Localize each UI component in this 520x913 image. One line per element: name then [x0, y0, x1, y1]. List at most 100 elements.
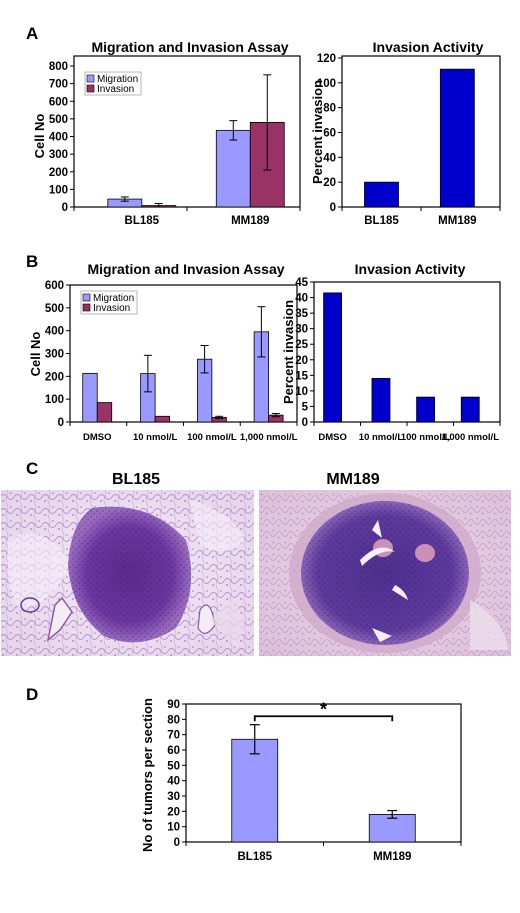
panel-letter-a: A — [26, 24, 38, 43]
y-tick-label: 70 — [167, 730, 180, 742]
y-tick-label: 40 — [167, 776, 180, 788]
y-tick-label: 60 — [323, 128, 336, 140]
y-tick-label: 800 — [49, 61, 68, 73]
x-tick-label: DMSO — [83, 432, 112, 443]
y-tick-label: 200 — [45, 371, 64, 383]
legend-swatch — [82, 303, 91, 312]
y-tick-label: 300 — [49, 149, 68, 161]
x-tick-label: 10 nmol/L — [359, 432, 404, 443]
y-tick-label: 500 — [45, 303, 64, 315]
y-tick-label: 0 — [174, 837, 180, 849]
bar — [460, 396, 480, 423]
y-tick-label: 200 — [49, 167, 68, 179]
bar — [364, 181, 399, 208]
legend-label: Migration — [97, 74, 138, 85]
x-tick-label: 10 nmol/L — [133, 432, 178, 443]
x-tick-label: BL185 — [237, 851, 272, 863]
panel-letter-c: C — [26, 459, 38, 478]
y-tick-label: 120 — [317, 53, 336, 65]
y-tick-label: 45 — [295, 277, 308, 289]
y-tick-label: 90 — [167, 699, 180, 711]
bar — [368, 814, 416, 843]
legend-box — [80, 290, 138, 315]
y-tick-label: 100 — [317, 78, 336, 90]
x-tick-label: BL185 — [125, 215, 160, 227]
x-tick-label: MM189 — [438, 215, 476, 227]
histology-image-bl185 — [1, 490, 254, 656]
significance-marker: * — [320, 699, 327, 719]
legend-label: Invasion — [93, 303, 130, 314]
chart-title: Invasion Activity — [373, 39, 484, 55]
legend-swatch — [82, 293, 91, 302]
x-tick-label: DMSO — [318, 432, 347, 443]
y-axis-label: Cell No — [28, 332, 43, 377]
y-tick-label: 20 — [323, 177, 336, 189]
x-tick-label: 1,000 nmol/L — [240, 432, 298, 443]
bar — [371, 378, 391, 423]
y-tick-label: 80 — [323, 103, 336, 115]
y-tick-label: 0 — [330, 202, 336, 214]
y-tick-label: 25 — [295, 339, 308, 351]
bar — [416, 396, 436, 423]
y-tick-label: 0 — [58, 417, 64, 429]
y-tick-label: 60 — [167, 745, 180, 757]
y-tick-label: 400 — [49, 132, 68, 144]
y-tick-label: 100 — [45, 394, 64, 406]
y-tick-label: 0 — [62, 202, 68, 214]
y-tick-label: 400 — [45, 326, 64, 338]
y-tick-label: 30 — [295, 324, 308, 336]
y-tick-label: 700 — [49, 79, 68, 91]
legend-label: Invasion — [97, 84, 134, 95]
x-tick-label: 1,000 nmol/L — [441, 432, 499, 443]
chart-b-migration-invasion: Migration and Invasion Assay Cell No 0 100 2… — [28, 261, 298, 443]
y-tick-label: 30 — [167, 791, 180, 803]
bar — [231, 738, 279, 843]
chart-title: Invasion Activity — [355, 261, 466, 277]
y-tick-label: 50 — [167, 760, 180, 772]
bar — [215, 129, 251, 208]
y-axis-label: Cell No — [32, 114, 47, 159]
y-tick-label: 35 — [295, 308, 308, 320]
panel-letter-b: B — [26, 252, 38, 271]
y-tick-label: 500 — [49, 114, 68, 126]
x-tick-label: BL185 — [364, 215, 399, 227]
x-tick-label: 100 nmol/L — [401, 432, 451, 443]
chart-d-tumors-per-section: No of tumors per section 0 10 20 30 40 50 60 70 8… — [140, 698, 462, 863]
y-tick-label: 20 — [295, 355, 308, 367]
y-axis-label: Percent invasion — [310, 80, 325, 184]
histology-panel: BL185 MM189 — [1, 471, 511, 656]
bar — [323, 292, 343, 423]
y-tick-label: 0 — [302, 417, 308, 429]
x-tick-label: MM189 — [231, 215, 269, 227]
chart-a-invasion-activity: Invasion Activity Percent invasion 0 20 40 60… — [310, 39, 501, 227]
plot-frame — [185, 703, 462, 843]
bar — [96, 402, 113, 423]
x-tick-label: MM189 — [373, 851, 411, 863]
y-tick-label: 600 — [49, 96, 68, 108]
y-tick-label: 300 — [45, 349, 64, 361]
y-tick-label: 100 — [49, 184, 68, 196]
chart-title: Migration and Invasion Assay — [87, 261, 284, 277]
image-label-bl185: BL185 — [112, 471, 160, 488]
legend-box — [84, 71, 142, 96]
y-tick-label: 20 — [167, 806, 180, 818]
legend-swatch — [86, 74, 95, 83]
bar — [439, 68, 475, 208]
bar — [154, 415, 171, 423]
y-axis-label: Percent invasion — [281, 300, 296, 404]
image-label-mm189: MM189 — [326, 471, 379, 488]
significance-bracket — [253, 715, 394, 722]
bar — [82, 372, 98, 423]
y-tick-label: 5 — [302, 401, 309, 413]
legend-label: Migration — [93, 293, 134, 304]
legend-swatch — [86, 84, 95, 93]
y-tick-label: 10 — [167, 822, 180, 834]
y-tick-label: 40 — [323, 152, 336, 164]
panel-letter-d: D — [26, 685, 38, 704]
histology-image-mm189 — [259, 490, 511, 656]
y-tick-label: 600 — [45, 280, 64, 292]
x-tick-label: 100 nmol/L — [187, 432, 237, 443]
chart-a-migration-invasion: Migration and Invasion Assay Cell No 0 100 2… — [32, 39, 301, 227]
